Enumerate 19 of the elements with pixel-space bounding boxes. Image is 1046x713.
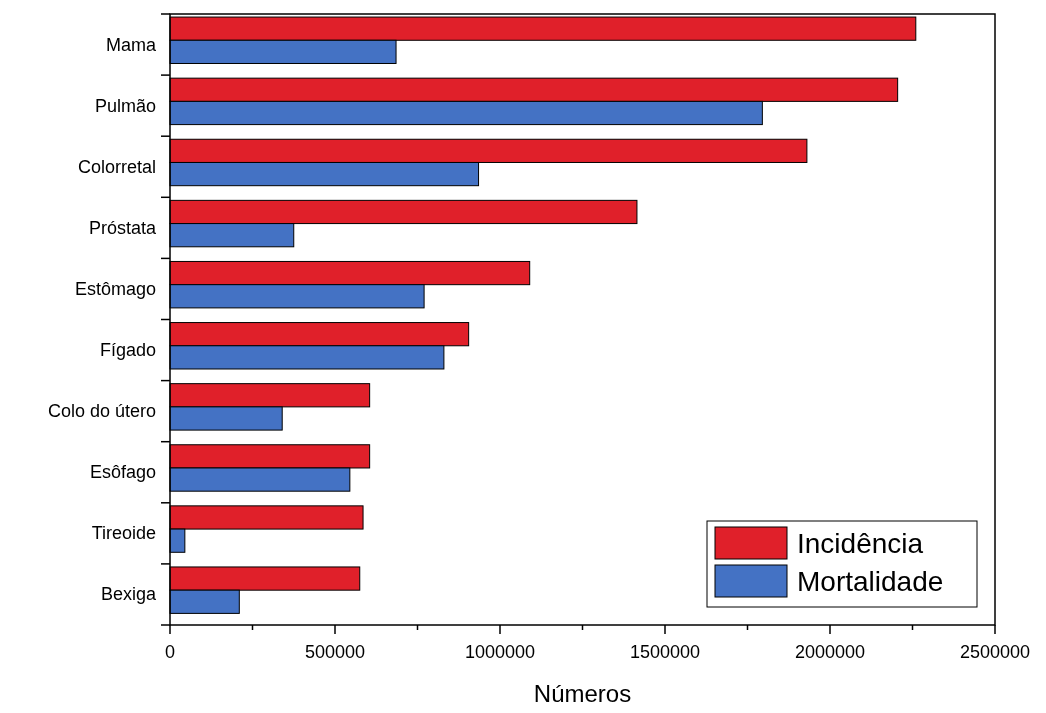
y-tick-label: Bexiga [100, 584, 157, 605]
x-tick-label: 2000000 [794, 642, 866, 662]
x-tick-label: 1500000 [629, 642, 701, 662]
y-tick-label: Próstata [88, 217, 157, 238]
x-tick-label: 2500000 [959, 642, 1031, 662]
x-tick-label: 1000000 [464, 642, 536, 662]
y-tick-label: Colo do útero [47, 401, 156, 422]
y-tick-label: Estômago [74, 278, 156, 299]
x-tick-label: 0 [164, 642, 176, 662]
legend-label: Incidência [797, 528, 924, 559]
y-tick-label: Pulmão [94, 95, 156, 116]
y-tick-label: Mama [105, 34, 157, 55]
x-tick-label: 500000 [304, 642, 366, 662]
y-tick-label: Esôfago [89, 462, 156, 483]
y-tick-label: Colorretal [77, 156, 156, 177]
x-axis-title: Números [533, 680, 632, 707]
legend-label: Mortalidade [797, 566, 944, 597]
y-tick-label: Tireoide [91, 523, 156, 544]
y-tick-label: Fígado [99, 340, 156, 361]
